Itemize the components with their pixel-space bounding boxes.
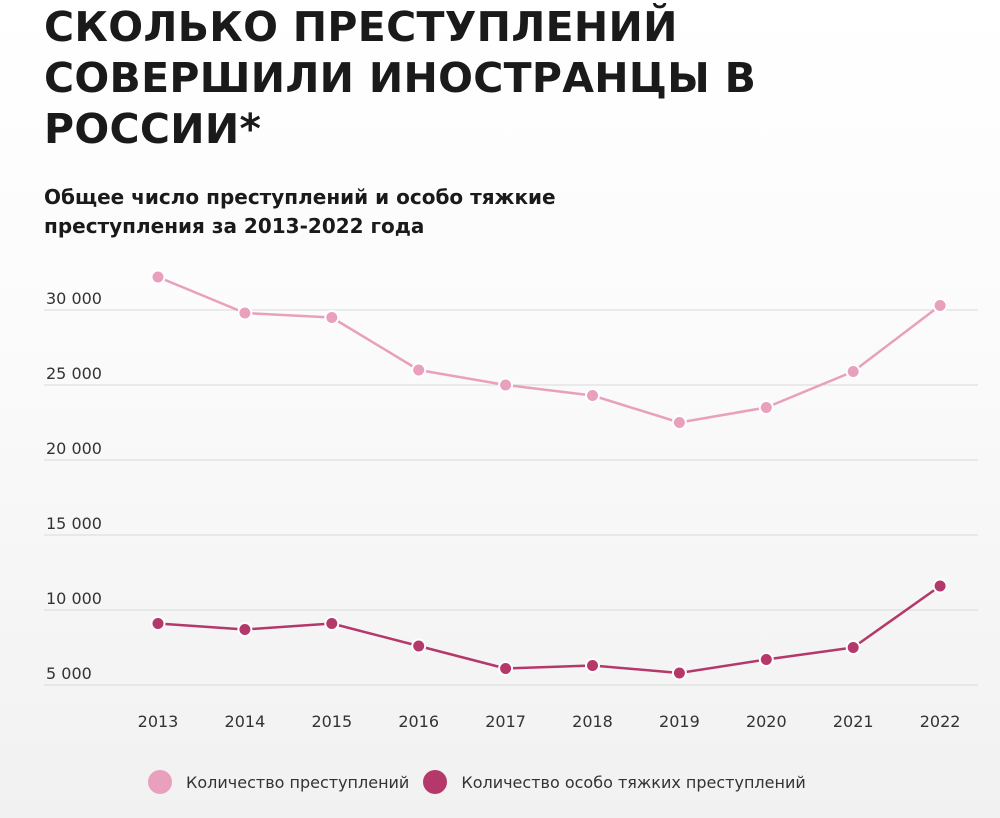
data-point-total xyxy=(237,305,253,321)
legend-marker-grave xyxy=(423,770,448,794)
legend-marker-total xyxy=(148,770,172,794)
series xyxy=(150,269,948,681)
y-tick-label: 30 000 xyxy=(46,289,102,308)
page-title: СКОЛЬКО ПРЕСТУПЛЕНИЙ СОВЕРШИЛИ ИНОСТРАНЦ… xyxy=(44,3,757,153)
x-tick-label: 2013 xyxy=(138,712,179,731)
chart-subtitle: Общее число преступлений и особо тяжкие … xyxy=(44,185,556,238)
y-tick-label: 10 000 xyxy=(46,589,102,608)
y-axis: 5 000 10 000 15 000 20 000 25 000 30 000 xyxy=(46,289,102,683)
legend-label-grave: Количество особо тяжких преступлений xyxy=(461,772,806,792)
legend-item-total: Количество преступлений xyxy=(148,770,409,794)
data-point-grave xyxy=(845,640,861,655)
x-tick-label: 2016 xyxy=(398,712,439,731)
data-point-grave xyxy=(932,578,948,594)
y-tick-label: 20 000 xyxy=(46,439,102,458)
data-point-grave xyxy=(237,622,253,637)
x-tick-label: 2015 xyxy=(311,712,352,731)
x-tick-label: 2017 xyxy=(485,712,526,731)
data-point-total xyxy=(411,362,427,378)
data-point-grave xyxy=(585,658,600,673)
data-point-grave xyxy=(671,665,687,681)
data-point-grave xyxy=(498,661,514,676)
y-tick-label: 5 000 xyxy=(46,664,92,683)
data-point-total xyxy=(932,298,948,313)
legend-label-total: Количество преступлений xyxy=(186,772,410,792)
data-point-grave xyxy=(411,638,427,654)
grid xyxy=(44,309,978,686)
y-tick-label: 15 000 xyxy=(46,514,102,533)
legend: Количество преступлений Количество особо… xyxy=(148,766,820,798)
data-point-grave xyxy=(150,616,166,631)
y-tick-label: 25 000 xyxy=(46,364,102,383)
x-tick-label: 2018 xyxy=(572,712,613,731)
data-point-grave xyxy=(758,652,774,667)
x-tick-label: 2020 xyxy=(746,712,787,731)
x-tick-label: 2014 xyxy=(225,712,266,731)
legend-item-grave: Количество особо тяжких преступлений xyxy=(423,770,806,794)
data-point-total xyxy=(585,388,600,403)
series-line-total xyxy=(157,275,941,424)
data-point-total xyxy=(498,377,514,393)
data-point-total xyxy=(845,364,861,379)
data-point-total xyxy=(758,400,774,415)
x-tick-label: 2021 xyxy=(833,712,874,731)
x-axis: 2013 2014 2015 2016 2017 2018 2019 2020 2021 2022 xyxy=(138,712,961,731)
x-tick-label: 2022 xyxy=(920,712,961,731)
data-point-total xyxy=(324,310,340,325)
series-line-grave xyxy=(157,584,941,675)
data-point-total xyxy=(150,269,166,285)
data-point-grave xyxy=(324,616,340,631)
data-point-total xyxy=(671,415,687,430)
x-tick-label: 2019 xyxy=(659,712,700,731)
